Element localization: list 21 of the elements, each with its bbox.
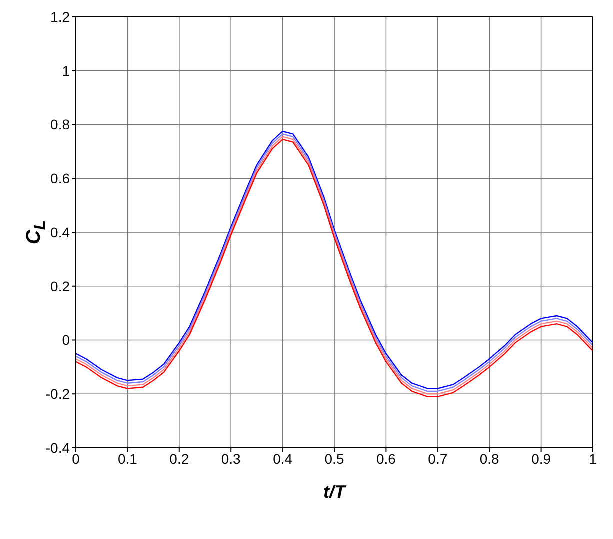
x-tick-label: 0.4	[273, 450, 293, 467]
y-tick-label: 0	[62, 332, 70, 348]
x-tick-label: 0	[72, 450, 80, 467]
y-tick-label: 0.6	[50, 170, 70, 187]
x-tick-label: 0.1	[118, 450, 138, 467]
x-axis-title: t/T	[324, 482, 348, 502]
x-tick-label: 0.9	[532, 450, 552, 467]
x-tick-label: 0.2	[170, 450, 190, 467]
x-tick-label: 0.8	[480, 450, 500, 467]
y-tick-label: 1	[62, 62, 70, 79]
x-tick-label: 0.5	[324, 450, 344, 467]
x-tick-label: 0.6	[376, 450, 396, 467]
y-tick-label: -0.4	[46, 440, 70, 456]
y-tick-label: 0.4	[50, 224, 70, 240]
x-tick-label: 0.7	[428, 450, 448, 467]
y-tick-label: 0.8	[50, 116, 70, 133]
y-tick-label: 0.2	[50, 278, 70, 294]
x-tick-label: 1	[589, 450, 598, 467]
x-tick-label: 0.3	[221, 450, 242, 467]
y-tick-label: -0.2	[46, 386, 70, 402]
y-tick-label: 1.2	[50, 8, 70, 25]
